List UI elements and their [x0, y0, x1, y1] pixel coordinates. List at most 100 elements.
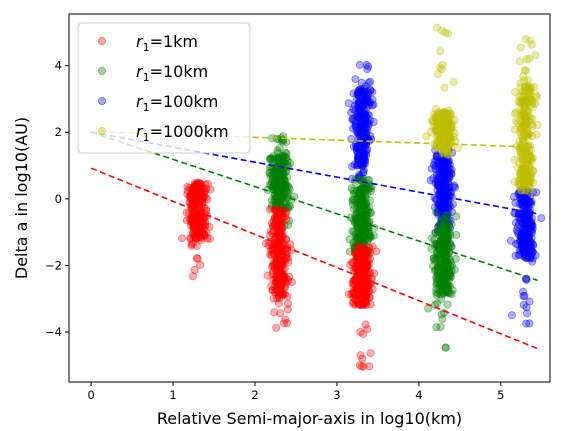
data-point	[440, 83, 449, 92]
data-point	[279, 256, 288, 265]
data-point	[274, 153, 283, 162]
data-point	[525, 86, 534, 95]
data-point	[264, 241, 273, 250]
data-point	[201, 222, 210, 231]
data-point	[186, 192, 195, 201]
data-point	[528, 122, 537, 131]
data-point	[358, 264, 367, 273]
trend-lines-layer	[90, 130, 539, 350]
y-axis-ticks: −4 −2 0 2 4	[45, 59, 69, 339]
data-point	[524, 76, 533, 85]
data-point	[283, 305, 292, 314]
data-point	[277, 156, 286, 165]
data-point	[522, 126, 531, 135]
data-point	[185, 215, 194, 224]
data-point	[272, 176, 281, 185]
data-point	[191, 217, 200, 226]
data-point	[195, 220, 204, 229]
data-point	[196, 189, 205, 198]
data-point	[281, 148, 290, 157]
data-point	[268, 201, 277, 210]
data-point	[274, 154, 283, 163]
data-point	[441, 232, 450, 241]
data-point	[198, 199, 207, 208]
data-point	[186, 191, 195, 200]
data-point	[366, 349, 375, 358]
data-point	[186, 191, 195, 200]
data-point	[189, 208, 198, 217]
data-point	[206, 185, 215, 194]
data-point	[279, 185, 288, 194]
data-point	[272, 173, 281, 182]
data-point	[365, 362, 374, 371]
data-point	[519, 291, 528, 300]
data-point	[276, 309, 285, 318]
series-0-points	[177, 178, 215, 281]
data-point	[276, 170, 285, 179]
data-point	[271, 176, 280, 185]
data-point	[194, 228, 203, 237]
y-tick-label: 2	[55, 125, 62, 139]
data-point	[270, 181, 279, 190]
data-point	[193, 182, 202, 191]
data-point	[267, 251, 276, 260]
data-point	[191, 190, 200, 199]
data-point	[433, 266, 442, 275]
data-point	[188, 199, 197, 208]
data-point	[442, 217, 451, 226]
data-point	[271, 176, 280, 185]
data-point	[185, 192, 194, 201]
data-point	[518, 240, 527, 249]
data-point	[191, 189, 200, 198]
data-point	[266, 181, 275, 190]
data-point	[348, 162, 357, 171]
data-point	[188, 214, 197, 223]
data-point	[276, 172, 285, 181]
data-point	[438, 61, 447, 70]
data-point	[348, 227, 357, 236]
data-point	[191, 209, 200, 218]
data-point	[195, 186, 204, 195]
data-point	[200, 187, 209, 196]
data-point	[185, 209, 194, 218]
data-point	[277, 202, 286, 211]
data-point	[192, 190, 201, 199]
data-point	[195, 232, 204, 241]
data-point	[196, 189, 205, 198]
data-point	[277, 172, 286, 181]
data-point	[283, 188, 292, 197]
data-point	[360, 120, 369, 129]
legend-label: r1=1000km	[136, 122, 229, 144]
data-point	[197, 184, 206, 193]
data-point	[198, 193, 207, 202]
data-point	[275, 157, 284, 166]
data-point	[276, 154, 285, 163]
data-point	[507, 311, 516, 320]
data-point	[198, 214, 207, 223]
data-point	[271, 164, 280, 173]
data-point	[267, 204, 276, 213]
data-point	[452, 212, 461, 221]
data-point	[357, 78, 366, 87]
data-point	[192, 194, 201, 203]
data-point	[192, 234, 201, 243]
data-point	[268, 154, 277, 163]
data-point	[265, 168, 274, 177]
data-point	[268, 286, 277, 295]
data-point	[267, 178, 276, 187]
data-point	[198, 223, 207, 232]
data-point	[196, 190, 205, 199]
data-point	[193, 187, 202, 196]
data-point	[188, 218, 197, 227]
data-point	[274, 299, 283, 308]
data-point	[191, 187, 200, 196]
data-point	[200, 189, 209, 198]
data-point	[195, 217, 204, 226]
data-point	[443, 161, 452, 170]
data-point	[443, 170, 452, 179]
data-point	[192, 181, 201, 190]
data-point	[193, 192, 202, 201]
data-point	[276, 157, 285, 166]
data-point	[344, 290, 353, 299]
data-point	[519, 105, 528, 114]
